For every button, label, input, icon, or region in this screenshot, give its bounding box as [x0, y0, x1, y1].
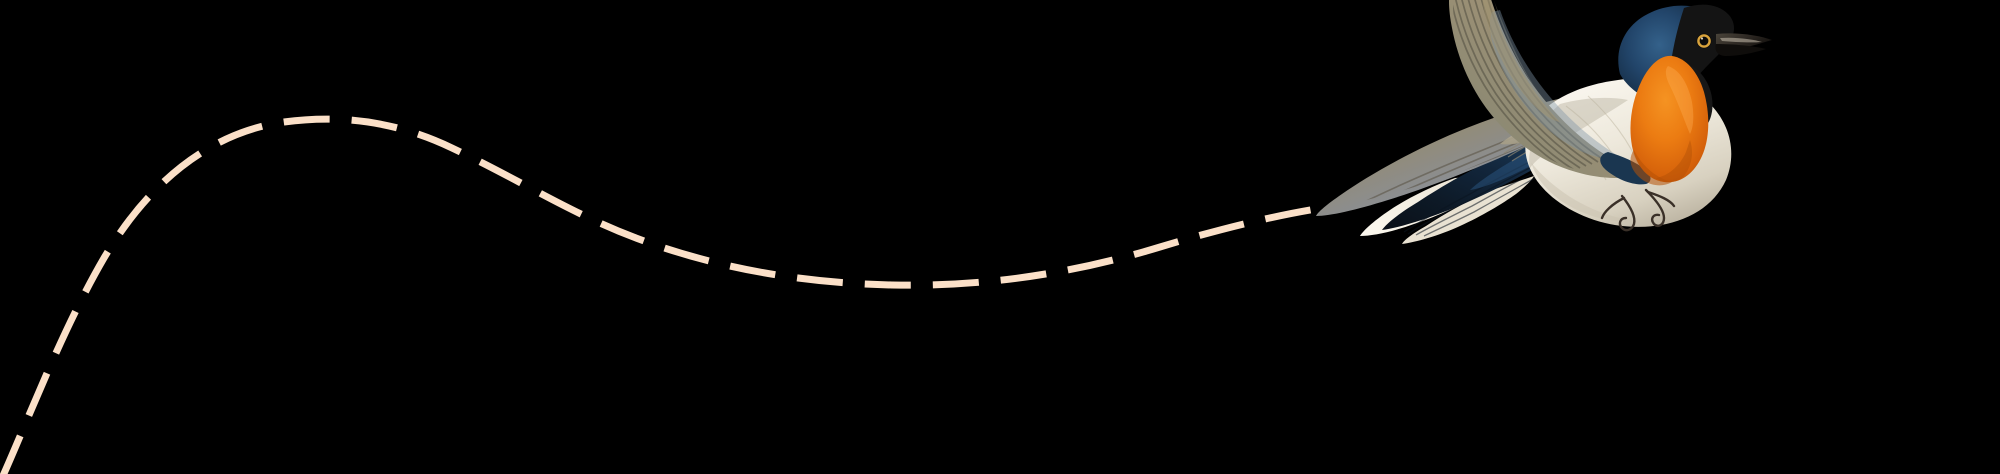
bird-feet [1600, 188, 1676, 232]
wing-base [1600, 152, 1651, 185]
dashed-flight-trail [0, 115, 1363, 474]
raised-wing-edge [1482, 0, 1560, 122]
bird-beak [1715, 33, 1772, 56]
bird-eye [1696, 33, 1712, 49]
throat-texture [1656, 66, 1694, 183]
bird-raised-wing [1449, 0, 1651, 185]
throat-shape [1630, 55, 1709, 183]
tail-white-tip-lower [1402, 176, 1534, 244]
swallow-illustration [1316, 0, 1772, 244]
raised-wing-iridescence [1489, 10, 1622, 160]
bird-throat [1630, 55, 1709, 186]
throat-belly-edge [1630, 150, 1672, 186]
flight-trail-group [0, 115, 1363, 474]
